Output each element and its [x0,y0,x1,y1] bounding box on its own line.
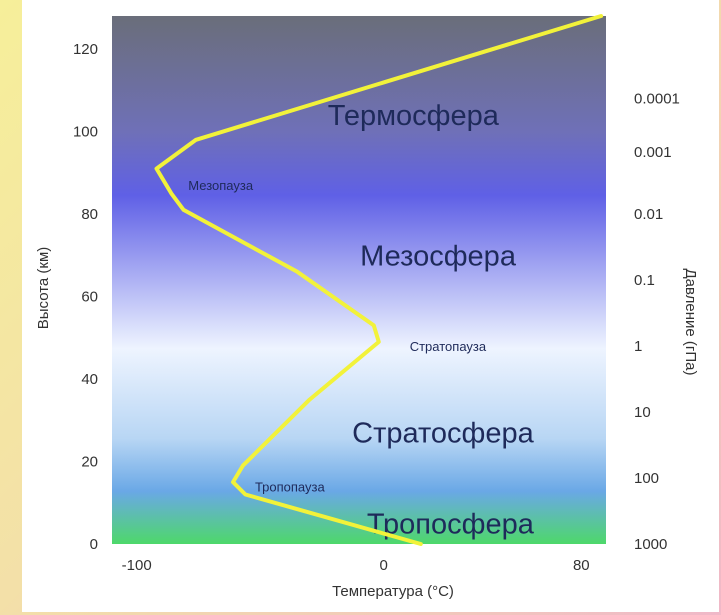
pressure-tick-label: 100 [634,470,659,487]
altitude-tick-label: 20 [81,454,98,471]
altitude-tick-label: 120 [73,41,98,58]
temperature-tick-label: 0 [380,557,388,574]
pressure-tick-label: 0.01 [634,206,663,223]
altitude-tick-label: 80 [81,206,98,223]
altitude-tick-label: 60 [81,289,98,306]
layer-label: Термосфера [328,100,500,132]
temperature-profile-line [154,14,604,546]
pressure-tick-label: 1 [634,338,642,355]
layer-label: Мезопауза [188,178,254,193]
pressure-tick-label: 0.1 [634,272,655,289]
y-axis-label: Высота (км) [35,247,52,330]
layer-label: Стратосфера [352,418,535,450]
layer-label: Тропопауза [255,479,326,494]
layer-label: Стратопауза [410,339,487,354]
altitude-tick-label: 40 [81,371,98,388]
temperature-tick-label: 80 [573,557,590,574]
x-axis-label: Температура (°C) [332,583,454,600]
pressure-tick-label: 0.0001 [634,91,680,108]
temperature-tick-labels: -100 0 80 [122,557,590,574]
altitude-tick-labels: 0 20 40 60 80 100 120 [73,41,98,553]
pressure-tick-labels: 1000 100 10 1 0.1 0.01 0.001 0.0001 [634,91,680,554]
plot-area [112,16,606,544]
altitude-tick-label: 100 [73,124,98,141]
atmosphere-chart: Термосфера Мезопауза Мезосфера Стратопауза С… [35,14,699,600]
layer-labels: Термосфера Мезопауза Мезосфера Стратопауза С… [188,100,534,540]
layer-label: Мезосфера [360,240,517,272]
pressure-tick-label: 10 [634,404,651,421]
pressure-axis-label: Давление (гПа) [682,269,699,376]
pressure-tick-label: 0.001 [634,144,672,161]
temperature-tick-label: -100 [122,557,152,574]
altitude-tick-label: 0 [90,536,98,553]
pressure-tick-label: 1000 [634,536,667,553]
chart-card: Термосфера Мезопауза Мезосфера Стратопауза С… [22,0,719,612]
